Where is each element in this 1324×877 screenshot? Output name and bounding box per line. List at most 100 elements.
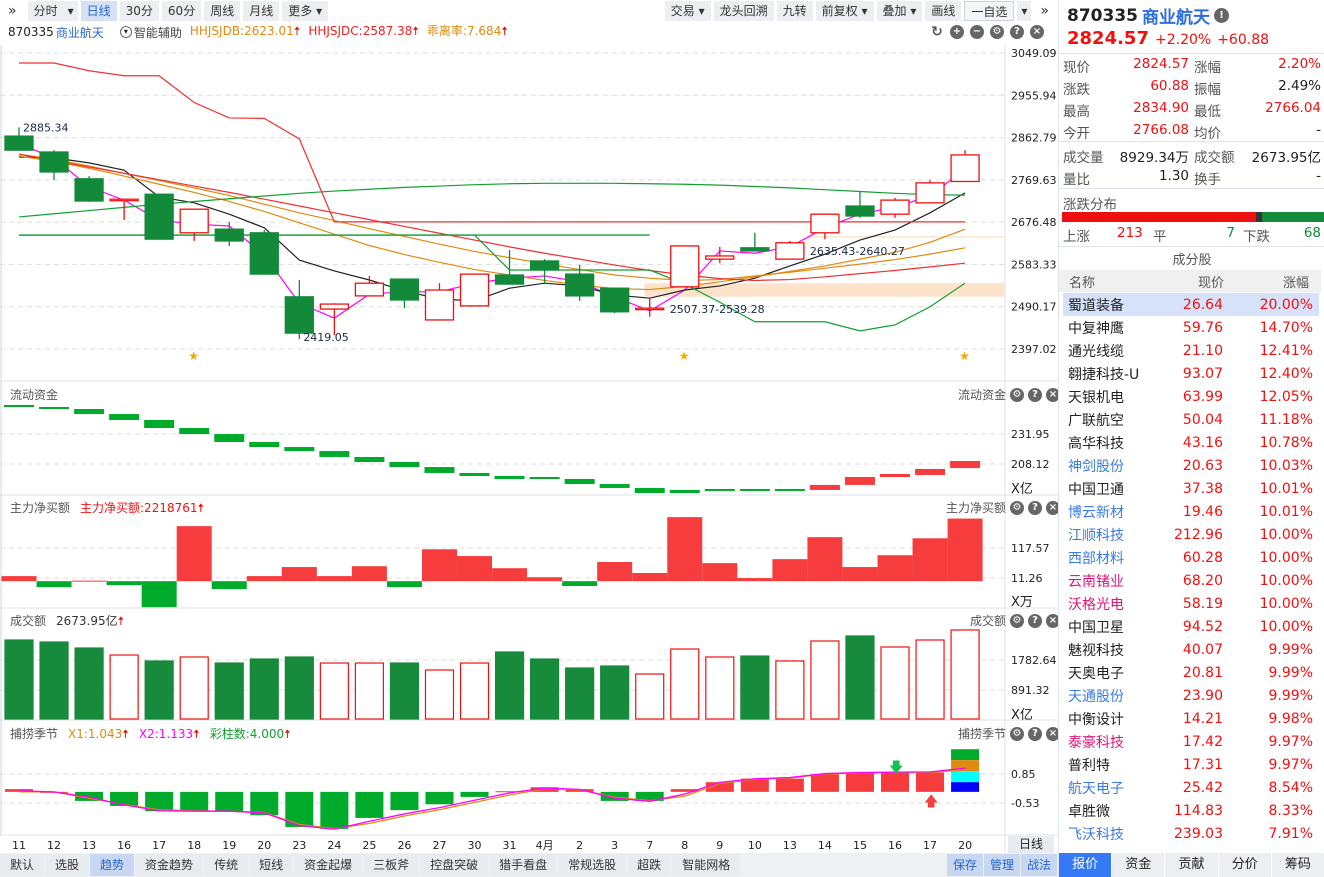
quote-tab[interactable]: 分价 — [1218, 853, 1271, 877]
stock-price: 60.28 — [1182, 549, 1223, 566]
date-tick-label: 20 — [958, 839, 972, 852]
strategy-tab[interactable]: 趋势 — [90, 854, 135, 876]
strategy-tab[interactable]: 资金趋势 — [135, 854, 204, 876]
strategy-tab[interactable]: 常规选股 — [558, 854, 627, 876]
quote-tab[interactable]: 贡献 — [1165, 853, 1218, 877]
constituent-row[interactable]: 中复神鹰 59.76 14.70% — [1063, 316, 1319, 339]
constituent-row[interactable]: 泰豪科技 17.42 9.97% — [1063, 730, 1319, 753]
close-icon[interactable]: × — [1046, 387, 1060, 402]
date-tick-label: 31 — [503, 839, 517, 852]
strategy-tab[interactable]: 控盘突破 — [420, 854, 489, 876]
constituent-row[interactable]: 天奥电子 20.81 9.99% — [1063, 661, 1319, 684]
constituent-row[interactable]: 天通股份 23.90 9.99% — [1063, 684, 1319, 707]
strategy-tab[interactable]: 传统 — [204, 854, 249, 876]
constituent-row[interactable]: 蜀道装备 26.64 20.00% — [1063, 293, 1319, 316]
refresh-icon[interactable]: ↻ — [931, 24, 943, 40]
info-icon[interactable]: ! — [1213, 8, 1229, 23]
col-price[interactable]: 现价 — [1197, 275, 1224, 291]
gear-icon[interactable]: ⚙ — [1010, 613, 1024, 628]
tab-fenshi[interactable]: 分时 — [27, 0, 64, 21]
watchlist-dropdown-icon[interactable]: ▾ — [1017, 0, 1032, 21]
strategy-tab[interactable]: 短线 — [249, 854, 294, 876]
quote-tab[interactable]: 资金 — [1112, 853, 1165, 877]
volume-bar — [4, 639, 34, 720]
dragon-review-button[interactable]: 龙头回溯 — [713, 0, 774, 21]
constituent-row[interactable]: 通光线缆 21.10 12.41% — [1063, 339, 1319, 362]
quote-tab[interactable]: 筹码 — [1271, 853, 1324, 877]
adjust-dropdown[interactable]: 前复权 ▾ — [815, 0, 874, 21]
constituent-row[interactable]: 翱捷科技-U 93.07 12.40% — [1063, 362, 1319, 385]
constituent-row[interactable]: 高华科技 43.16 10.78% — [1063, 431, 1319, 454]
tab-daily[interactable]: 日线 — [80, 0, 117, 21]
tab-weekly[interactable]: 周线 — [204, 0, 241, 21]
help-icon[interactable]: ? — [1028, 500, 1042, 515]
tab-30min[interactable]: 30分 — [119, 0, 159, 21]
smart-assist-toggle[interactable]: ▾ 智能辅助 — [119, 24, 182, 41]
constituent-row[interactable]: 广联航空 50.04 11.18% — [1063, 408, 1319, 431]
overlay-dropdown[interactable]: 叠加 ▾ — [876, 0, 923, 21]
gear-icon[interactable]: ⚙ — [1010, 726, 1024, 741]
help-icon[interactable]: ? — [1028, 726, 1042, 741]
volume-bar — [109, 654, 139, 720]
nine-turn-button[interactable]: 九转 — [776, 0, 813, 21]
close-icon[interactable]: × — [1046, 726, 1060, 741]
strategy-tab[interactable]: 猎手看盘 — [489, 854, 558, 876]
col-change[interactable]: 涨幅 — [1282, 275, 1309, 291]
watchlist-button[interactable]: 一自选 — [964, 0, 1015, 21]
constituent-row[interactable]: 卓胜微 114.83 8.33% — [1063, 799, 1319, 822]
bulao-bar — [635, 791, 664, 801]
constituent-row[interactable]: 航天电子 25.42 8.54% — [1063, 776, 1319, 799]
zoom-out-icon[interactable]: − — [970, 25, 984, 39]
help-icon[interactable]: ? — [1028, 613, 1042, 628]
liudong-bar — [459, 472, 490, 476]
constituent-row[interactable]: 江顺科技 212.96 10.00% — [1063, 523, 1319, 546]
tab-60min[interactable]: 60分 — [161, 0, 202, 21]
gear-icon[interactable]: ⚙ — [1010, 500, 1024, 515]
strategy-tab[interactable]: 默认 — [0, 854, 45, 876]
constituent-row[interactable]: 西部材料 60.28 10.00% — [1063, 546, 1319, 569]
quote-tab[interactable]: 报价 — [1059, 853, 1112, 877]
strategy-tab[interactable]: 资金起爆 — [294, 854, 363, 876]
constituent-row[interactable]: 博云新材 19.46 10.01% — [1063, 500, 1319, 523]
constituent-row[interactable]: 神剑股份 20.63 10.03% — [1063, 454, 1319, 477]
help-icon[interactable]: ? — [1010, 25, 1024, 39]
close-icon[interactable]: × — [1046, 500, 1060, 515]
tab-monthly[interactable]: 月线 — [243, 0, 280, 21]
save-button[interactable]: 保存 — [946, 854, 983, 876]
period-label[interactable]: 日线 — [1008, 836, 1054, 853]
zoom-in-icon[interactable]: + — [950, 25, 964, 39]
constituent-row[interactable]: 沃格光电 58.19 10.00% — [1063, 592, 1319, 615]
help-icon[interactable]: ? — [1028, 387, 1042, 402]
date-tick-label: 13 — [783, 839, 797, 852]
constituent-row[interactable]: 天银机电 63.99 12.05% — [1063, 385, 1319, 408]
strategy-tab[interactable]: 三板斧 — [363, 854, 420, 876]
manage-button[interactable]: 管理 — [983, 854, 1020, 876]
trade-button[interactable]: 交易 ▾ — [664, 0, 711, 21]
field-label: 最低 — [1194, 104, 1221, 120]
constituent-row[interactable]: 普利特 17.31 9.97% — [1063, 753, 1319, 776]
constituent-row[interactable]: 飞沃科技 239.03 7.91% — [1063, 822, 1319, 845]
strategy-tab[interactable]: 智能网格 — [672, 854, 741, 876]
constituent-row[interactable]: 云南锗业 68.20 10.00% — [1063, 569, 1319, 592]
strategy-button[interactable]: 战法 — [1020, 854, 1057, 876]
constituent-row[interactable]: 中衡设计 14.21 9.98% — [1063, 707, 1319, 730]
collapse-right-icon[interactable]: » — [1034, 0, 1055, 21]
date-tick-label: 4月 — [536, 839, 554, 852]
gear-icon[interactable]: ⚙ — [1010, 387, 1024, 402]
kline-chart-area[interactable]: 3049.09 2955.94 2862.79 2769.63 2676.48 2583.… — [0, 0, 1058, 853]
close-icon[interactable]: × — [1046, 613, 1060, 628]
gear-icon[interactable]: ⚙ — [990, 25, 1004, 39]
candle-up — [810, 213, 840, 234]
constituent-row[interactable]: 中国卫通 37.38 10.01% — [1063, 477, 1319, 500]
collapse-left-icon[interactable]: » — [0, 0, 25, 21]
constituent-row[interactable]: 魅视科技 40.07 9.99% — [1063, 638, 1319, 661]
zhuli-bar — [527, 577, 563, 582]
strategy-tab[interactable]: 选股 — [45, 854, 90, 876]
fenshi-dropdown-icon[interactable]: ▾ — [63, 0, 78, 21]
col-name[interactable]: 名称 — [1069, 275, 1096, 291]
strategy-tab[interactable]: 超跌 — [627, 854, 672, 876]
draw-line-button[interactable]: 画线 — [925, 0, 962, 21]
constituent-row[interactable]: 中国卫星 94.52 10.00% — [1063, 615, 1319, 638]
close-icon[interactable]: × — [1030, 25, 1044, 39]
tab-more[interactable]: 更多 ▾ — [282, 0, 329, 21]
